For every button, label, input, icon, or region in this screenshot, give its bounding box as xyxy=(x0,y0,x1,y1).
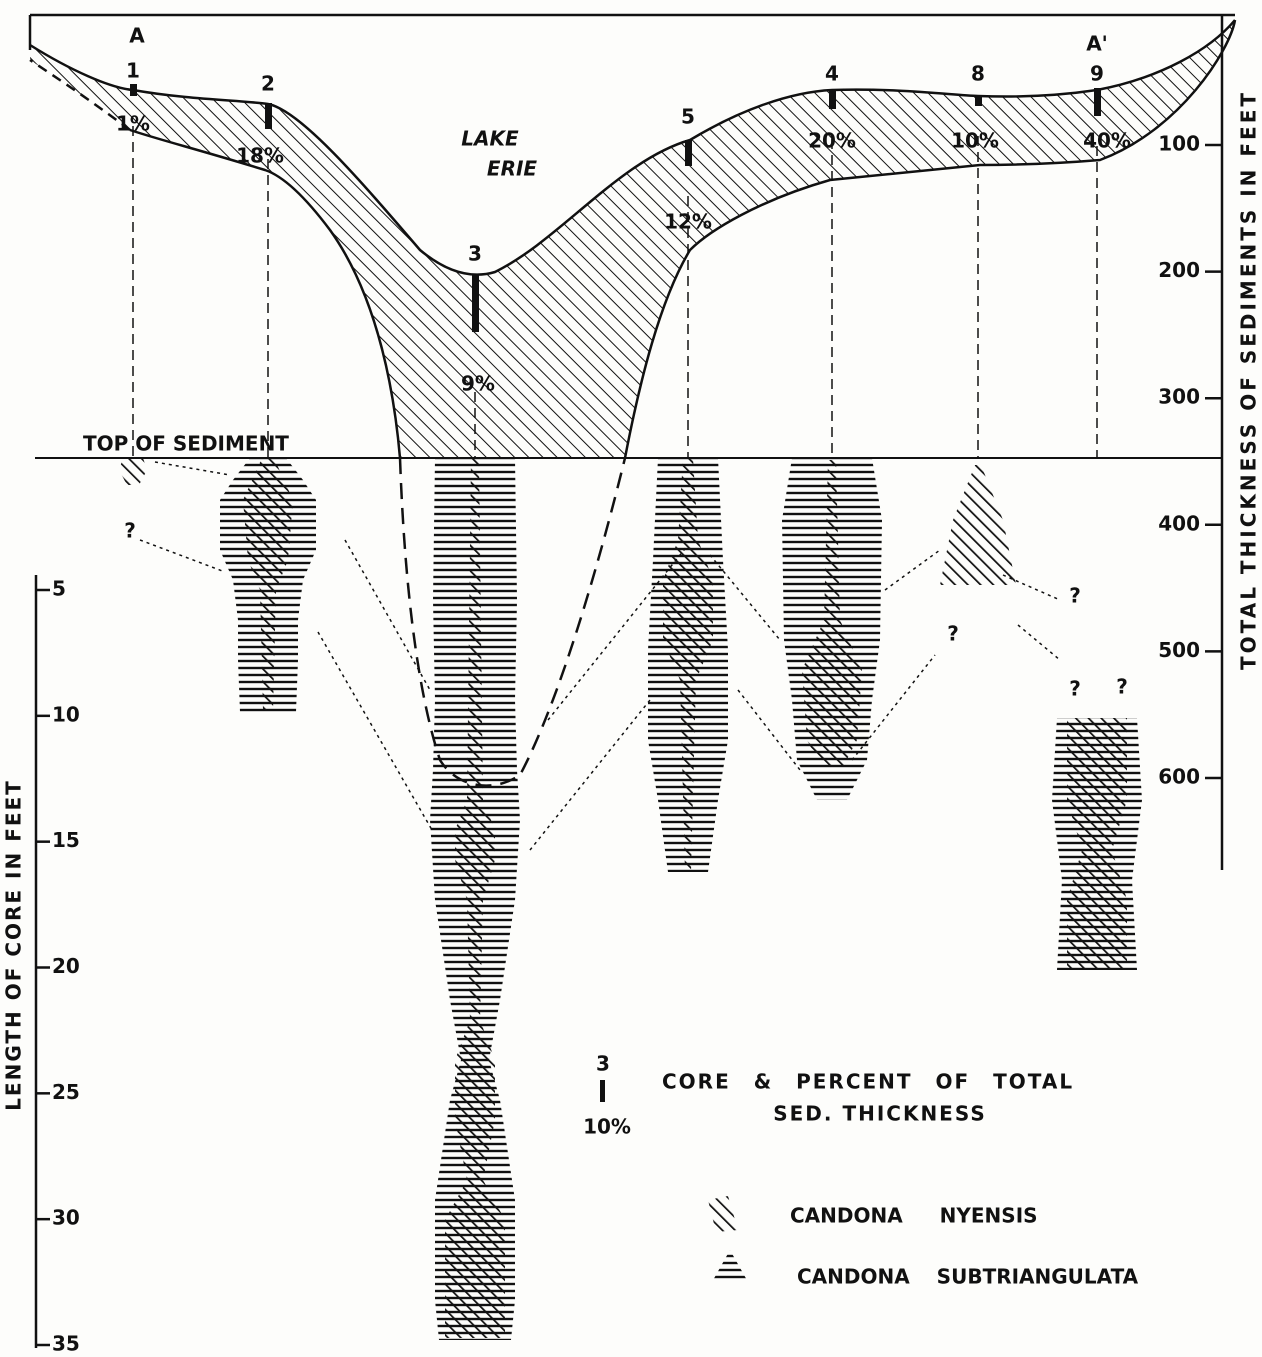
correlation-line xyxy=(155,462,230,475)
legend-core-text: SED. THICKNESS xyxy=(773,1102,987,1126)
legend-core-marker xyxy=(600,1080,605,1102)
core-id: 5 xyxy=(681,105,695,129)
legend-species: CANDONA SUBTRIANGULATA xyxy=(797,1265,1139,1289)
correlation-line xyxy=(1018,625,1060,660)
left-tick-label: 5 xyxy=(52,577,66,601)
core-percent: 20% xyxy=(808,129,856,153)
question-mark: ? xyxy=(947,622,959,646)
lake-label: LAKE xyxy=(461,127,519,151)
left-tick-label: 25 xyxy=(52,1080,80,1104)
core-marker xyxy=(472,275,479,332)
section-end: A' xyxy=(1086,32,1108,56)
question-mark: ? xyxy=(1116,675,1128,699)
core-marker xyxy=(265,103,272,129)
right-tick-label: 200 xyxy=(1158,258,1200,282)
legend-core-percent: 10% xyxy=(583,1115,631,1139)
core-percent: 10% xyxy=(951,129,999,153)
core-id: 2 xyxy=(261,72,275,96)
right-tick-label: 600 xyxy=(1158,765,1200,789)
core-marker xyxy=(1094,88,1101,116)
core-marker xyxy=(130,84,137,96)
correlation-line xyxy=(345,540,430,690)
correlation-line xyxy=(885,550,940,590)
right-tick-label: 400 xyxy=(1158,511,1200,535)
sediment-band xyxy=(30,20,1235,458)
core-percent: 12% xyxy=(664,210,712,234)
left-tick-label: 35 xyxy=(52,1332,80,1356)
figure: 1 1% 2 18% 3 9% 5 12% 4 20% 8 10% 9 40%????? 100 200 300… xyxy=(0,0,1262,1357)
core-marker xyxy=(829,90,836,109)
right-tick-label: 300 xyxy=(1158,385,1200,409)
section-start: A xyxy=(129,24,145,48)
question-mark: ? xyxy=(124,519,136,543)
question-mark: ? xyxy=(1069,584,1081,608)
legend-nyensis-swatch xyxy=(708,1196,738,1232)
core-id: 3 xyxy=(468,242,482,266)
core-marker xyxy=(975,95,982,106)
left-tick-label: 15 xyxy=(52,828,80,852)
core-percent: 1% xyxy=(116,112,150,136)
lake-label: ERIE xyxy=(487,157,538,181)
core-percent: 9% xyxy=(461,372,495,396)
legend-subtriangulata-swatch xyxy=(712,1250,748,1282)
legend-core-text: CORE & PERCENT OF TOTAL xyxy=(662,1070,1074,1094)
nyensis-occurrence xyxy=(940,465,1016,585)
right-tick-label: 500 xyxy=(1158,638,1200,662)
core-percent: 40% xyxy=(1083,129,1131,153)
correlation-line xyxy=(318,632,432,830)
left-tick-label: 20 xyxy=(52,954,80,978)
right-axis-title: TOTAL THICKNESS OF SEDIMENTS IN FEET xyxy=(1237,90,1261,670)
left-axis-title: LENGTH OF CORE IN FEET xyxy=(2,779,26,1111)
correlation-line xyxy=(140,540,225,572)
core-marker xyxy=(685,140,692,166)
core-percent: 18% xyxy=(236,144,284,168)
legend-core-id: 3 xyxy=(596,1052,610,1076)
core-id: 9 xyxy=(1090,62,1104,86)
left-tick-label: 30 xyxy=(52,1206,80,1230)
top-of-sediment-label: TOP OF SEDIMENT xyxy=(83,432,289,456)
left-tick-label: 10 xyxy=(52,702,80,726)
question-mark: ? xyxy=(1069,677,1081,701)
right-tick-label: 100 xyxy=(1158,132,1200,156)
core-id: 4 xyxy=(825,62,839,86)
correlation-line xyxy=(530,700,650,850)
core-id: 8 xyxy=(971,62,985,86)
core-id: 1 xyxy=(126,59,140,83)
nyensis-occurrence xyxy=(119,458,147,485)
legend-species: CANDONA NYENSIS xyxy=(790,1204,1038,1228)
correlation-line xyxy=(738,690,800,770)
